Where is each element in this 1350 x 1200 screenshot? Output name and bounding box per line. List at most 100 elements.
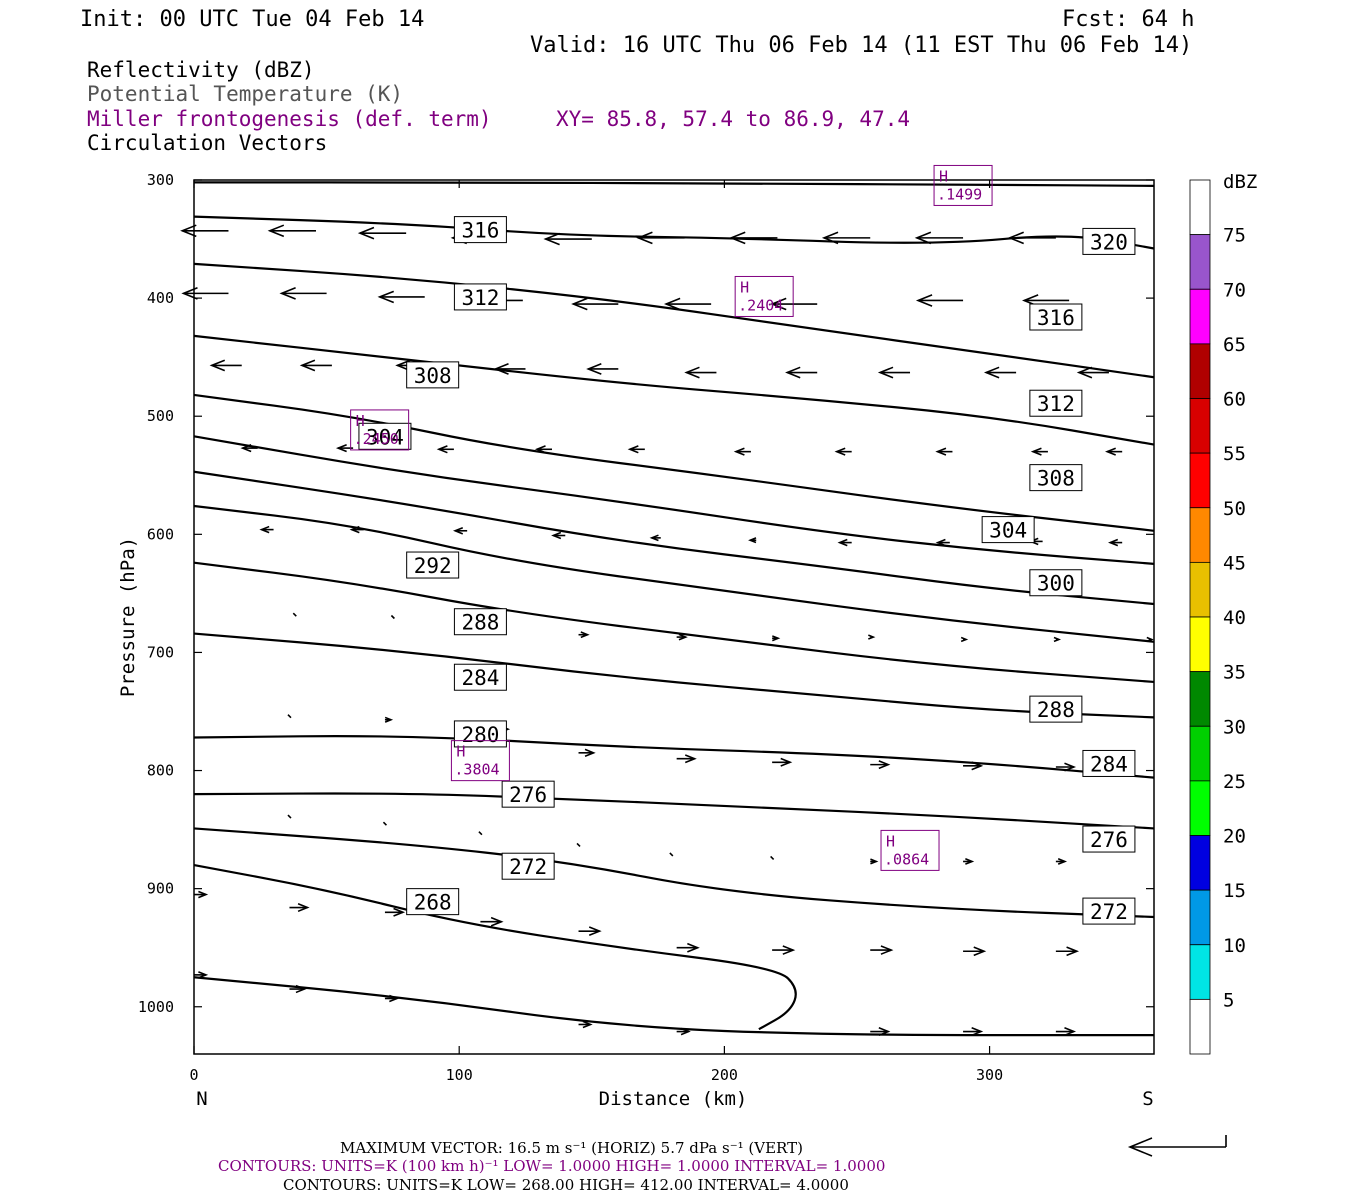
circulation-vector — [770, 855, 775, 861]
circulation-vector — [1055, 762, 1077, 772]
frontogenesis-max-letter: H — [886, 832, 895, 850]
contour-label-316: 316 — [461, 219, 499, 243]
circulation-vector — [870, 1027, 891, 1037]
contour-label-box — [1082, 825, 1136, 853]
circulation-vector — [1055, 858, 1068, 865]
forecast-hour: Fcst: 64 h — [1062, 7, 1194, 32]
contour-label-284: 284 — [1090, 752, 1128, 776]
frontogenesis-max-marker: H.3804 — [450, 740, 510, 782]
circulation-vector — [576, 842, 581, 848]
theta-contour-292 — [193, 504, 1155, 643]
colorbar-level-30: 30 — [1223, 716, 1246, 738]
frontogenesis-contour-note: CONTOURS: UNITS=K (100 km h)⁻¹ LOW= 1.00… — [218, 1157, 885, 1175]
circulation-vector — [551, 531, 566, 540]
circulation-vector — [436, 445, 454, 454]
circulation-vector — [194, 890, 209, 899]
contour-label-box — [358, 422, 412, 450]
colorbar-level-75: 75 — [1223, 225, 1246, 247]
theta-contour-304 — [193, 393, 1155, 532]
circulation-vector — [935, 447, 953, 456]
circulation-vector — [287, 714, 292, 719]
contour-label-268: 268 — [414, 891, 452, 915]
circulation-vector — [384, 907, 406, 917]
contour-label-box — [1029, 464, 1083, 492]
contour-label-box — [1082, 897, 1136, 925]
colorbar-unit: dBZ — [1223, 171, 1257, 193]
contour-label-300: 300 — [1037, 572, 1075, 596]
y-tick-label: 400 — [147, 289, 174, 307]
circulation-vector — [821, 231, 871, 245]
frontogenesis-max-value: .0864 — [884, 850, 929, 868]
reference-vector — [1127, 1135, 1227, 1157]
y-tick-label: 1000 — [138, 998, 174, 1016]
contour-label-304: 304 — [366, 425, 404, 449]
contour-label-284: 284 — [461, 666, 499, 690]
colorbar-level-15: 15 — [1223, 880, 1246, 902]
frontogenesis-max-marker: H.2404 — [734, 275, 794, 317]
y-tick-label: 300 — [147, 171, 174, 189]
circulation-vector — [983, 366, 1017, 379]
circulation-vector — [578, 1020, 593, 1029]
contour-label-box — [453, 216, 507, 244]
frontogenesis-max-marker: H.2450 — [350, 409, 410, 451]
circulation-vector — [935, 538, 950, 547]
x-tick-label: 100 — [446, 1066, 473, 1084]
circulation-vector — [180, 224, 229, 238]
frontogenesis-max-box — [734, 275, 794, 317]
circulation-vector — [772, 945, 796, 955]
reflectivity-colorbar: 5 10 15 20 25 30 35 40 45 50 55 60 65 70 75 — [1189, 179, 1246, 1055]
circulation-vector — [534, 445, 553, 454]
circulation-vector — [877, 366, 911, 379]
contour-label-316: 316 — [1037, 306, 1075, 330]
init-time: Init: 00 UTC Tue 04 Feb 14 — [80, 7, 424, 32]
frontogenesis-max-value: .2404 — [738, 296, 783, 314]
circulation-vector — [729, 231, 778, 245]
frontogenesis-max-value: .2450 — [354, 430, 399, 448]
circulation-vector — [963, 761, 984, 771]
theta-contour-316 — [193, 215, 1155, 250]
cross-section-endpoints: XY= 85.8, 57.4 to 86.9, 47.4 — [556, 107, 910, 131]
colorbar-level-65: 65 — [1223, 334, 1246, 356]
frontogenesis-max-box — [933, 164, 993, 206]
legend-reflectivity: Reflectivity (dBZ) — [87, 58, 315, 82]
contour-label-box — [1029, 569, 1083, 597]
circulation-vector — [663, 297, 712, 311]
colorbar-segment — [1189, 835, 1211, 891]
circulation-vector — [772, 757, 793, 767]
colorbar-segment — [1189, 780, 1211, 836]
contour-label-box — [453, 720, 507, 748]
circulation-vector — [870, 945, 894, 955]
contour-label-276: 276 — [1090, 828, 1128, 852]
frontogenesis-max-letter: H — [740, 278, 749, 296]
circulation-vector — [963, 946, 987, 957]
theta-contour-note: CONTOURS: UNITS=K LOW= 268.00 HIGH= 412.… — [283, 1176, 849, 1194]
x-axis-left-end: N — [196, 1088, 207, 1110]
contour-label-box — [501, 780, 555, 808]
circulation-vector — [1030, 447, 1048, 456]
circulation-vector — [1076, 366, 1109, 379]
circulation-vector — [578, 748, 596, 757]
circulation-vector — [390, 614, 395, 620]
theta-contour-280 — [193, 735, 1155, 779]
circulation-vectors — [180, 224, 1154, 1037]
circulation-vector — [636, 231, 685, 245]
colorbar-segment — [1189, 398, 1211, 454]
circulation-vector — [963, 858, 975, 865]
contour-label-308: 308 — [1037, 467, 1075, 491]
colorbar-level-5: 5 — [1223, 989, 1234, 1011]
circulation-vector — [834, 447, 852, 456]
contour-label-312: 312 — [1037, 392, 1075, 416]
contour-label-276: 276 — [509, 783, 547, 807]
circulation-vector — [478, 831, 483, 836]
theta-contour-264 — [193, 976, 1154, 1037]
contour-label-288: 288 — [461, 611, 499, 635]
circulation-vector — [1055, 946, 1080, 957]
colorbar-level-70: 70 — [1223, 279, 1246, 301]
circulation-vector — [676, 754, 697, 764]
circulation-vector — [733, 447, 751, 456]
circulation-vector — [240, 443, 258, 453]
contour-label-box — [1029, 303, 1083, 331]
circulation-vector — [571, 297, 619, 311]
circulation-vector — [870, 760, 891, 770]
